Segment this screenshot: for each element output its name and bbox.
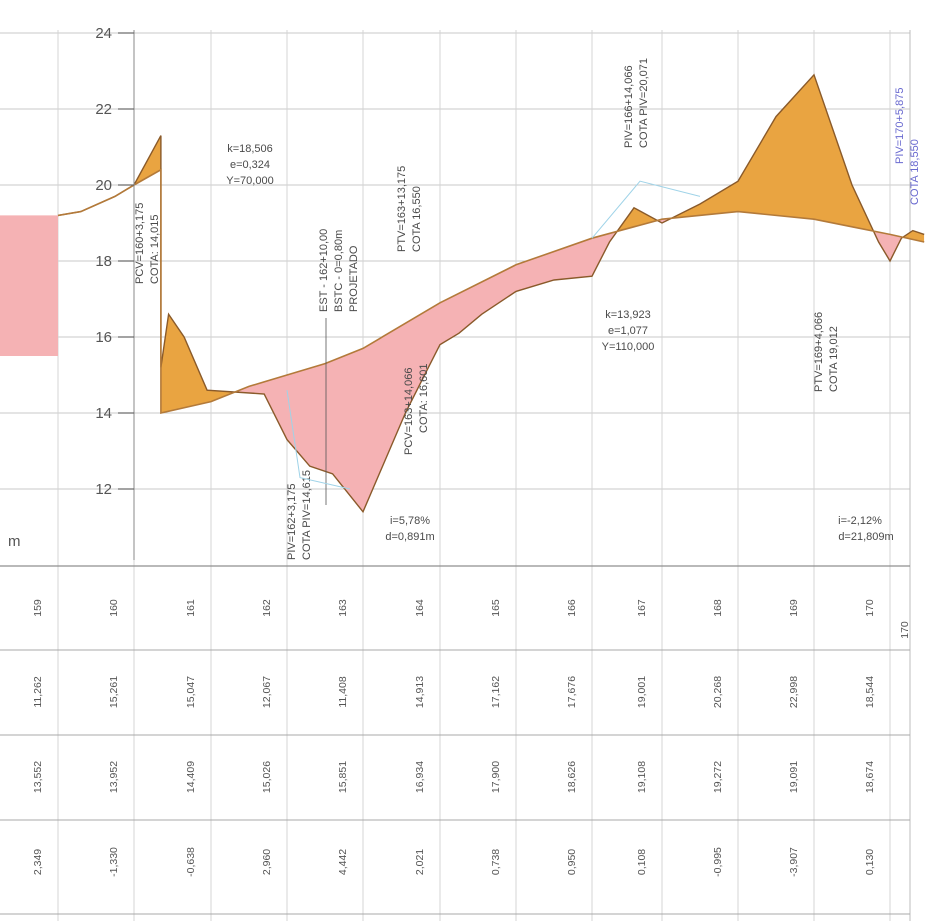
pcv1-label: PCV=160+3,175 (134, 203, 146, 284)
table-cell: -0,995 (712, 847, 724, 877)
table-cell: 15,047 (185, 676, 197, 708)
grade1-d-label: d=0,891m (385, 531, 434, 543)
cut-area (58, 169, 925, 512)
y-tick-label-14: 14 (95, 405, 112, 422)
table-cell: 15,026 (261, 761, 273, 793)
y-tick-label-20: 20 (95, 177, 112, 194)
table-cell: 17,676 (566, 676, 578, 708)
table-cell: 13,952 (108, 761, 120, 793)
est-label-3: PROJETADO (348, 245, 360, 312)
table-cell: 11,262 (32, 676, 44, 707)
table-cell: 4,442 (337, 849, 349, 875)
table-cell: 19,001 (636, 676, 648, 708)
axis-unit: m (8, 533, 21, 550)
piv2-guide (591, 180, 701, 239)
table-cell: 18,626 (566, 761, 578, 793)
piv3-label: PIV=170+5,875 (894, 88, 906, 164)
grid-lines (0, 30, 911, 921)
y-tick-label-22: 22 (95, 101, 112, 118)
table-cell: -3,907 (788, 847, 800, 877)
piv1-guide (286, 390, 351, 490)
table-cell-end-station: 170 (899, 621, 911, 639)
table-cell: 170 (864, 599, 876, 617)
piv2-label: PIV=166+14,066 (623, 65, 635, 148)
table-cell: 16,934 (414, 761, 426, 793)
table-cell: 164 (414, 599, 426, 617)
piv2-cota-label: COTA PIV=20,071 (638, 58, 650, 148)
table-cell: 168 (712, 599, 724, 617)
table-cell: 162 (261, 599, 273, 617)
table-cell: 165 (490, 599, 502, 617)
piv1-label: PIV=162+3,175 (286, 484, 298, 560)
elevation-axis: 12 14 16 18 20 22 24 m (8, 25, 135, 560)
pcv2-cota-label: COTA: 16,601 (418, 364, 430, 434)
curve1-k-label: k=18,506 (227, 143, 273, 155)
earthwork-areas (0, 73, 925, 514)
table-cell: 13,552 (32, 761, 44, 793)
curve2-y-label: Y=110,000 (602, 341, 655, 353)
table-cell: -1,330 (108, 847, 120, 877)
curve2-e-label: e=1,077 (608, 325, 648, 337)
pcv1-cota-label: COTA: 14,015 (149, 215, 161, 285)
table-cell: 167 (636, 599, 648, 617)
terrain-line (57, 73, 925, 514)
cut-area-left (0, 215, 58, 356)
table-cell: 17,900 (490, 761, 502, 793)
table-cell: 22,998 (788, 676, 800, 708)
table-cell: 15,261 (108, 676, 120, 708)
table-cell: 14,409 (185, 761, 197, 793)
table-cell: 20,268 (712, 676, 724, 708)
curve1-y-label: Y=70,000 (226, 175, 273, 187)
grade1-i-label: i=5,78% (390, 515, 430, 527)
table-cell: 169 (788, 599, 800, 617)
table-cell: 14,913 (414, 676, 426, 708)
pcv2-label: PCV=163+14,066 (403, 368, 415, 455)
y-tick-label-12: 12 (95, 481, 112, 498)
y-tick-label-16: 16 (95, 329, 112, 346)
table-cell: 19,272 (712, 761, 724, 793)
table-cell: 18,674 (864, 761, 876, 793)
piv3-cota-label: COTA 18,550 (909, 139, 921, 205)
table-cell: 18,544 (864, 676, 876, 708)
table-cell: 163 (337, 599, 349, 617)
table-cell: 2,021 (414, 849, 426, 875)
table-cell: 0,108 (636, 849, 648, 875)
table-cell: 159 (32, 599, 44, 617)
table-cell: -0,638 (185, 847, 197, 877)
table-cell: 15,851 (337, 761, 349, 793)
station-table: 159 11,262 13,552 2,349 160 15,261 13,952 -1,33… (0, 565, 911, 915)
curve2-k-label: k=13,923 (605, 309, 651, 321)
table-cell: 0,130 (864, 849, 876, 875)
table-cell: 0,950 (566, 849, 578, 875)
piv1-cota-label: COTA PIV=14,615 (301, 470, 313, 560)
y-tick-label-18: 18 (95, 253, 112, 270)
y-tick-label-24: 24 (95, 25, 112, 42)
table-cell: 166 (566, 599, 578, 617)
profile-annotations: PCV=160+3,175 COTA: 14,015 k=18,506 e=0,324… (134, 58, 921, 560)
table-cell: 160 (108, 599, 120, 617)
table-cell: 12,067 (261, 676, 273, 708)
grade2-i-label: i=-2,12% (838, 515, 882, 527)
grade-line (57, 168, 925, 415)
table-cell: 2,960 (261, 849, 273, 875)
table-cell: 2,349 (32, 849, 44, 875)
ptv1-cota-label: COTA 16,550 (411, 186, 423, 252)
grade2-d-label: d=21,809m (838, 531, 893, 543)
ptv1-label: PTV=163+13,175 (396, 166, 408, 252)
est-label-2: BSTC - 0=0,80m (333, 230, 345, 312)
table-cell: 19,108 (636, 761, 648, 793)
ptv2-label: PTV=169+4,066 (813, 312, 825, 392)
est-label-1: EST - 162+10,00 (318, 229, 330, 312)
table-cell: 17,162 (490, 676, 502, 708)
table-cell: 161 (185, 599, 197, 617)
table-cell: 19,091 (788, 761, 800, 793)
table-cell: 11,408 (337, 676, 349, 707)
ptv2-cota-label: COTA 19,012 (828, 326, 840, 392)
table-cell: 0,738 (490, 849, 502, 875)
curve1-e-label: e=0,324 (230, 159, 270, 171)
